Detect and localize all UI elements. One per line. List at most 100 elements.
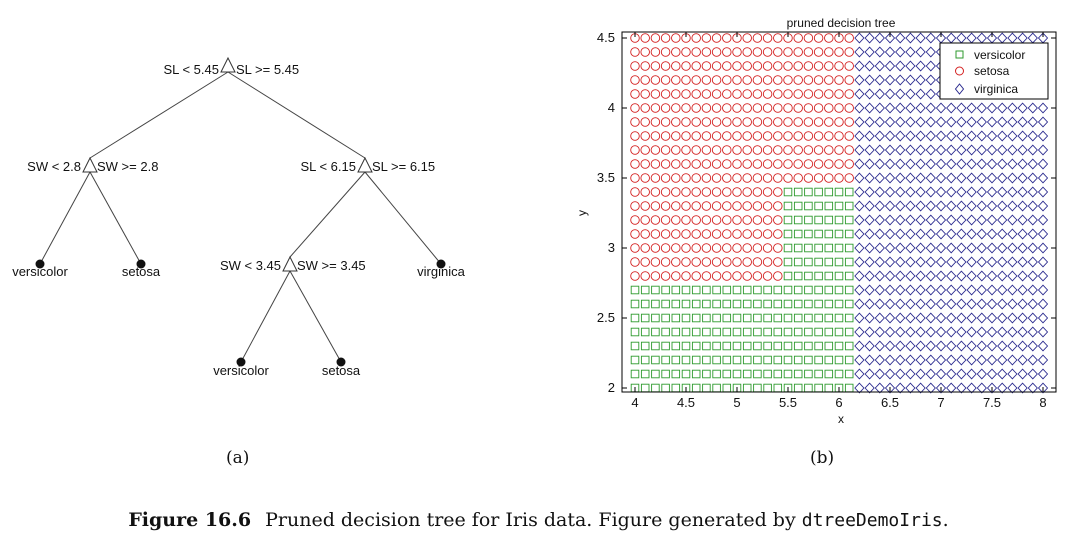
marker-virginica [854,298,865,310]
marker-setosa [660,187,671,197]
marker-setosa [650,243,661,253]
marker-virginica [895,340,906,352]
marker-setosa [732,243,742,253]
marker-setosa [671,159,681,169]
marker-virginica [1027,144,1038,156]
marker-versicolor [793,285,803,295]
marker-setosa [722,75,732,85]
marker-versicolor [640,327,650,337]
marker-virginica [854,312,865,324]
marker-virginica [997,284,1008,296]
marker-virginica [895,242,906,254]
marker-setosa [681,61,691,71]
marker-virginica [935,326,947,338]
marker-versicolor [630,299,640,309]
marker-setosa [722,117,732,127]
marker-setosa [640,103,650,113]
marker-virginica [997,214,1008,226]
marker-virginica [864,354,875,366]
marker-setosa [681,187,691,197]
marker-versicolor [691,383,701,393]
marker-virginica [925,74,936,86]
marker-setosa [844,33,854,43]
legend-label-versicolor: versicolor [974,48,1025,62]
marker-virginica [997,270,1008,282]
marker-versicolor [804,341,813,351]
marker-virginica [864,326,875,338]
marker-setosa [722,229,732,239]
edge-root-n1 [89,71,229,159]
marker-setosa [650,33,661,43]
marker-setosa [691,103,701,113]
marker-versicolor [834,369,844,379]
marker-versicolor [763,327,772,337]
marker-setosa [650,131,661,141]
marker-virginica [1027,214,1038,226]
marker-virginica [956,172,967,184]
marker-virginica [854,130,865,142]
marker-setosa [742,47,752,57]
marker-virginica [864,312,875,324]
legend-label-virginica: virginica [974,82,1018,96]
marker-virginica [1017,270,1028,282]
marker-virginica [986,158,998,170]
marker-virginica [997,298,1008,310]
marker-setosa [701,229,712,239]
marker-versicolor [712,327,721,337]
marker-virginica [1027,326,1038,338]
marker-setosa [671,201,681,211]
marker-setosa [650,257,661,267]
n3-node-triangle [282,255,298,272]
marker-versicolor [753,313,762,323]
marker-virginica [986,102,998,114]
marker-setosa [803,145,814,155]
marker-virginica [956,284,967,296]
marker-versicolor [783,201,793,211]
marker-setosa [711,47,722,57]
marker-setosa [640,33,650,43]
marker-virginica [874,102,885,114]
marker-setosa [671,131,681,141]
marker-setosa [783,145,793,155]
marker-setosa [783,61,793,71]
marker-virginica [966,256,977,268]
marker-versicolor [814,355,823,365]
marker-setosa [660,229,671,239]
marker-virginica [1017,242,1028,254]
marker-versicolor [814,187,823,197]
marker-setosa [762,103,773,113]
marker-virginica [874,354,885,366]
marker-virginica [1017,382,1028,394]
marker-virginica [854,228,865,240]
marker-virginica [956,102,967,114]
n3-left-rule: SW < 3.45 [220,258,281,273]
marker-setosa [742,33,752,43]
marker-virginica [956,32,967,44]
marker-versicolor [824,383,834,393]
marker-virginica [946,270,957,282]
marker-virginica [874,312,885,324]
marker-setosa [660,61,671,71]
marker-versicolor [824,243,834,253]
marker-virginica [956,116,967,128]
marker-virginica [895,74,906,86]
marker-setosa [732,229,742,239]
marker-versicolor [702,369,711,379]
marker-setosa [773,173,783,183]
marker-setosa [671,215,681,225]
marker-setosa [783,131,793,141]
marker-virginica [905,102,916,114]
marker-versicolor [773,383,783,393]
marker-versicolor [722,369,732,379]
marker-versicolor [824,271,834,281]
marker-setosa [773,229,783,239]
marker-virginica [895,158,906,170]
marker-virginica [854,256,865,268]
marker-versicolor [732,369,742,379]
marker-versicolor [671,355,681,365]
subfigure-label-a: (a) [226,448,250,468]
marker-virginica [874,242,885,254]
marker-versicolor [834,355,844,365]
marker-virginica [884,368,896,380]
marker-virginica [1037,172,1049,184]
